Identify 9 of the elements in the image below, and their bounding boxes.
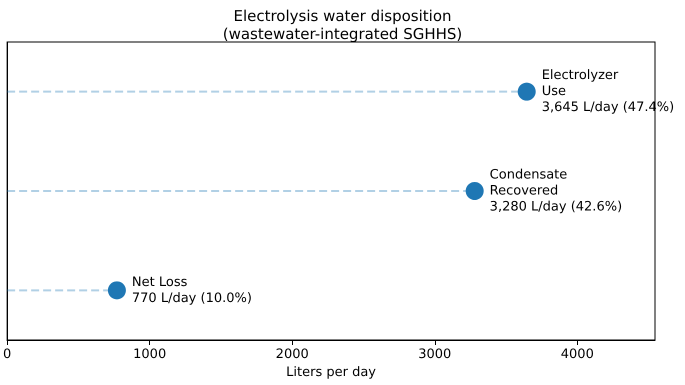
- data-label: Net Loss 770 L/day (10.0%): [132, 274, 252, 306]
- x-tick-label: 2000: [276, 347, 309, 362]
- chart-title: Electrolysis water disposition (wastewater-integrated SGHHS): [222, 7, 462, 43]
- data-label: Condensate Recovered 3,280 L/day (42.6%): [490, 168, 622, 214]
- x-tick-label: 0: [2, 347, 12, 362]
- x-tick-label: 3000: [418, 347, 452, 362]
- x-axis-title: Liters per day: [286, 365, 376, 380]
- x-tick-label: 1000: [133, 347, 166, 362]
- x-tick-label: 4000: [560, 347, 594, 362]
